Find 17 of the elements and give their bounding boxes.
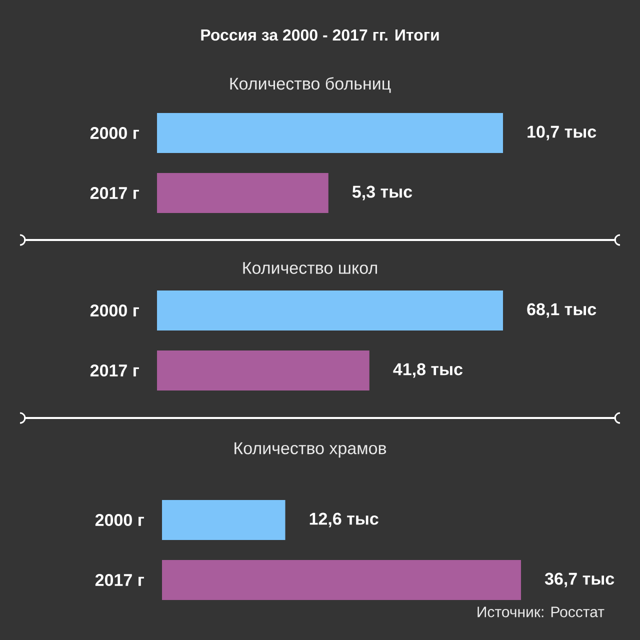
data-label: 10,7 тыс (528, 126, 596, 140)
chart-subtitle: Количество больниц (230, 77, 391, 93)
data-label: 41,8 тыс (393, 363, 463, 378)
y-tick-label: 2000 г (95, 514, 144, 526)
chart-title: Россия за 2000 - 2017 гг. Итоги (201, 29, 439, 41)
y-tick-label: 2000 г (90, 304, 139, 317)
data-label: 12,6 тыс (310, 512, 378, 528)
chart-subtitle: Количество храмов (234, 442, 386, 458)
y-tick-label: 2017 г (90, 186, 139, 200)
y-tick-label: 2000 г (90, 126, 139, 140)
annotation: Источник: Росстат (478, 606, 604, 618)
data-label: 36,7 тыс (544, 572, 614, 588)
y-tick-label: 2017 г (95, 574, 144, 586)
data-label: 68,1 тыс (527, 303, 596, 318)
data-label: 5,3 тыс (352, 186, 412, 200)
y-tick-label: 2017 г (90, 364, 139, 377)
chart-subtitle: Количество школ (243, 262, 377, 274)
